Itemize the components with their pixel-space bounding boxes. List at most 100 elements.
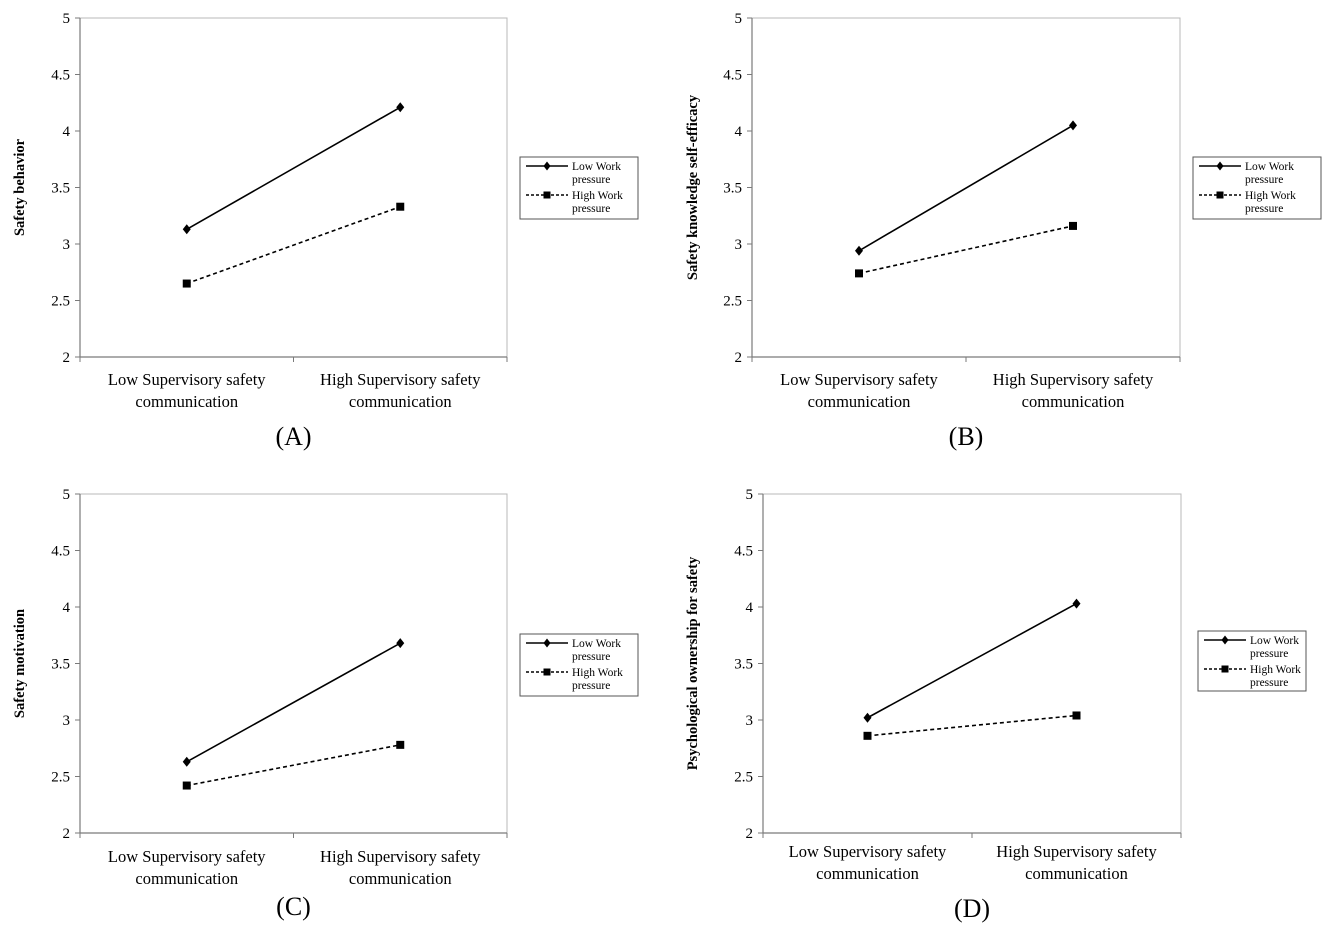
y-tick-label: 3 bbox=[63, 237, 71, 253]
y-tick-label: 4 bbox=[746, 600, 754, 616]
legend-label: High Work bbox=[572, 667, 623, 679]
series-line-low-work-pressure bbox=[186, 642, 401, 763]
series-line-high-work-pressure bbox=[186, 205, 401, 285]
legend-box bbox=[1197, 630, 1307, 692]
legend-label: pressure bbox=[572, 203, 610, 215]
data-point bbox=[396, 202, 405, 211]
series-line-low-work-pressure bbox=[858, 124, 1074, 252]
y-tick-label: 2 bbox=[63, 350, 71, 366]
x-category-label: communication bbox=[1022, 392, 1125, 411]
legend-label: pressure bbox=[1250, 677, 1288, 689]
x-category-label: communication bbox=[349, 392, 452, 411]
y-tick-label: 4 bbox=[63, 124, 71, 140]
data-point bbox=[1072, 711, 1081, 720]
y-tick-label: 2.5 bbox=[51, 294, 70, 310]
y-tick-label: 3.5 bbox=[723, 181, 742, 197]
data-point bbox=[182, 279, 191, 288]
legend-label: High Work bbox=[572, 190, 623, 202]
x-category-label: High Supervisory safety bbox=[320, 370, 481, 389]
x-category-label: communication bbox=[1025, 864, 1128, 883]
y-tick-label: 4 bbox=[63, 600, 71, 616]
legend-label: pressure bbox=[1245, 174, 1283, 186]
panel-label: (C) bbox=[276, 892, 311, 921]
panel-label: (B) bbox=[949, 422, 984, 451]
x-category-label: Low Supervisory safety bbox=[780, 370, 938, 389]
y-tick-label: 3.5 bbox=[51, 181, 70, 197]
legend-marker bbox=[1221, 665, 1229, 673]
y-tick-label: 2.5 bbox=[734, 770, 753, 786]
data-point bbox=[396, 102, 405, 113]
x-category-label: communication bbox=[808, 392, 911, 411]
legend-label: pressure bbox=[572, 680, 610, 692]
data-point bbox=[182, 756, 191, 767]
plot-area bbox=[762, 493, 1182, 834]
data-point bbox=[1069, 120, 1077, 131]
chart-panel-b: 2 2.5 3 3.5 4 4.5 5 Low Supervisory safety commu… bbox=[685, 11, 1322, 451]
y-tick-label: 2 bbox=[63, 826, 71, 842]
legend-label: Low Work bbox=[1250, 635, 1299, 647]
x-category-label: High Supervisory safety bbox=[993, 370, 1154, 389]
chart-panel-d: 2 2.5 3 3.5 4 4.5 5 Low Supervisory safety commu… bbox=[685, 487, 1307, 923]
y-tick-label: 4.5 bbox=[734, 544, 753, 560]
y-tick-label: 3.5 bbox=[734, 657, 753, 673]
data-point bbox=[1069, 221, 1077, 230]
legend-label: pressure bbox=[572, 174, 610, 186]
legend-marker bbox=[1216, 161, 1224, 171]
y-axis-title: Psychological ownership for safety bbox=[685, 556, 701, 770]
y-tick-label: 4.5 bbox=[723, 68, 742, 84]
y-axis-title: Safety knowledge self-efficacy bbox=[685, 94, 701, 280]
y-tick-label: 5 bbox=[63, 487, 71, 503]
x-category-label: Low Supervisory safety bbox=[108, 847, 266, 866]
series-line-high-work-pressure bbox=[867, 714, 1077, 737]
legend-marker bbox=[543, 668, 551, 676]
chart-panel-a: 2 2.5 3 3.5 4 4.5 5 Low Supervisory safety commu… bbox=[12, 11, 639, 451]
panel-label: (A) bbox=[275, 422, 311, 451]
legend-marker bbox=[543, 638, 551, 648]
y-tick-label: 2.5 bbox=[51, 770, 70, 786]
data-point bbox=[396, 740, 405, 749]
legend-label: Low Work bbox=[1245, 161, 1294, 173]
y-tick-label: 3 bbox=[735, 237, 743, 253]
panel-label: (D) bbox=[954, 894, 990, 923]
y-tick-label: 4.5 bbox=[51, 544, 70, 560]
data-point bbox=[182, 781, 191, 790]
y-axis-title: Safety motivation bbox=[12, 609, 28, 718]
data-point bbox=[1072, 598, 1081, 609]
y-axis-title: Safety behavior bbox=[12, 138, 28, 236]
data-point bbox=[396, 638, 405, 649]
y-tick-label: 3 bbox=[63, 713, 71, 729]
y-tick-label: 5 bbox=[746, 487, 754, 503]
y-tick-label: 5 bbox=[63, 11, 71, 27]
y-tick-label: 2 bbox=[735, 350, 743, 366]
y-tick-label: 3 bbox=[746, 713, 754, 729]
x-category-label: communication bbox=[135, 392, 238, 411]
series-line-high-work-pressure bbox=[186, 744, 401, 787]
series-line-low-work-pressure bbox=[186, 106, 401, 231]
x-category-label: communication bbox=[349, 869, 452, 888]
legend-label: Low Work bbox=[572, 161, 621, 173]
legend-marker bbox=[543, 191, 551, 199]
series-line-high-work-pressure bbox=[858, 225, 1074, 275]
legend-marker bbox=[1216, 191, 1224, 199]
y-tick-label: 2 bbox=[746, 826, 754, 842]
legend-label: pressure bbox=[1245, 203, 1283, 215]
data-point bbox=[863, 712, 872, 723]
x-category-label: Low Supervisory safety bbox=[789, 842, 947, 861]
legend-label: pressure bbox=[1250, 648, 1288, 660]
data-point bbox=[855, 245, 863, 256]
data-point bbox=[863, 731, 872, 740]
data-point bbox=[855, 269, 863, 278]
x-category-label: High Supervisory safety bbox=[320, 847, 481, 866]
x-category-label: communication bbox=[135, 869, 238, 888]
legend-label: Low Work bbox=[572, 638, 621, 650]
x-category-label: High Supervisory safety bbox=[996, 842, 1157, 861]
chart-panel-c: 2 2.5 3 3.5 4 4.5 5 Low Supervisory safety commu… bbox=[12, 487, 639, 921]
x-category-label: Low Supervisory safety bbox=[108, 370, 266, 389]
legend-marker bbox=[1221, 635, 1229, 645]
legend-label: High Work bbox=[1250, 664, 1301, 676]
plot-area bbox=[79, 493, 508, 834]
y-tick-label: 2.5 bbox=[723, 294, 742, 310]
y-tick-label: 4 bbox=[735, 124, 743, 140]
x-category-label: communication bbox=[816, 864, 919, 883]
